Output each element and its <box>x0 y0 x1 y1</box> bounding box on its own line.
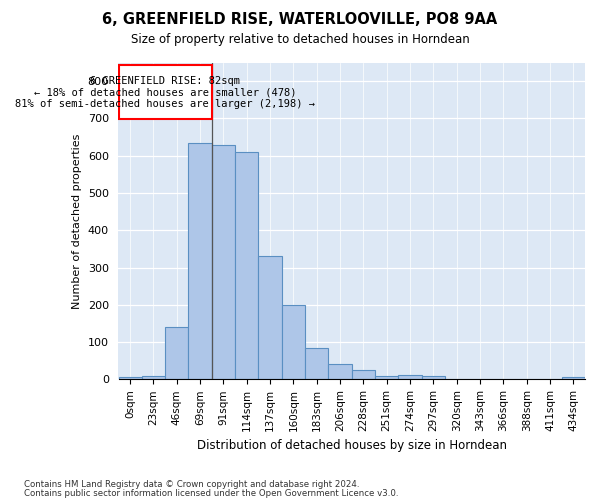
Bar <box>352 370 375 380</box>
Bar <box>259 256 282 380</box>
Bar <box>375 376 398 380</box>
Text: Contains public sector information licensed under the Open Government Licence v3: Contains public sector information licen… <box>24 489 398 498</box>
Y-axis label: Number of detached properties: Number of detached properties <box>72 133 82 308</box>
Bar <box>398 375 422 380</box>
Bar <box>422 376 445 380</box>
FancyBboxPatch shape <box>119 65 212 119</box>
Bar <box>235 152 259 380</box>
Bar <box>142 376 165 380</box>
Bar <box>328 364 352 380</box>
Text: Contains HM Land Registry data © Crown copyright and database right 2024.: Contains HM Land Registry data © Crown c… <box>24 480 359 489</box>
Bar <box>165 327 188 380</box>
Text: Size of property relative to detached houses in Horndean: Size of property relative to detached ho… <box>131 32 469 46</box>
Bar <box>119 378 142 380</box>
Text: 6 GREENFIELD RISE: 82sqm
← 18% of detached houses are smaller (478)
81% of semi-: 6 GREENFIELD RISE: 82sqm ← 18% of detach… <box>15 76 315 108</box>
X-axis label: Distribution of detached houses by size in Horndean: Distribution of detached houses by size … <box>197 440 507 452</box>
Bar <box>562 378 585 380</box>
Text: 6, GREENFIELD RISE, WATERLOOVILLE, PO8 9AA: 6, GREENFIELD RISE, WATERLOOVILLE, PO8 9… <box>103 12 497 28</box>
Bar <box>212 144 235 380</box>
Bar <box>282 305 305 380</box>
Bar <box>188 142 212 380</box>
Bar <box>305 348 328 380</box>
